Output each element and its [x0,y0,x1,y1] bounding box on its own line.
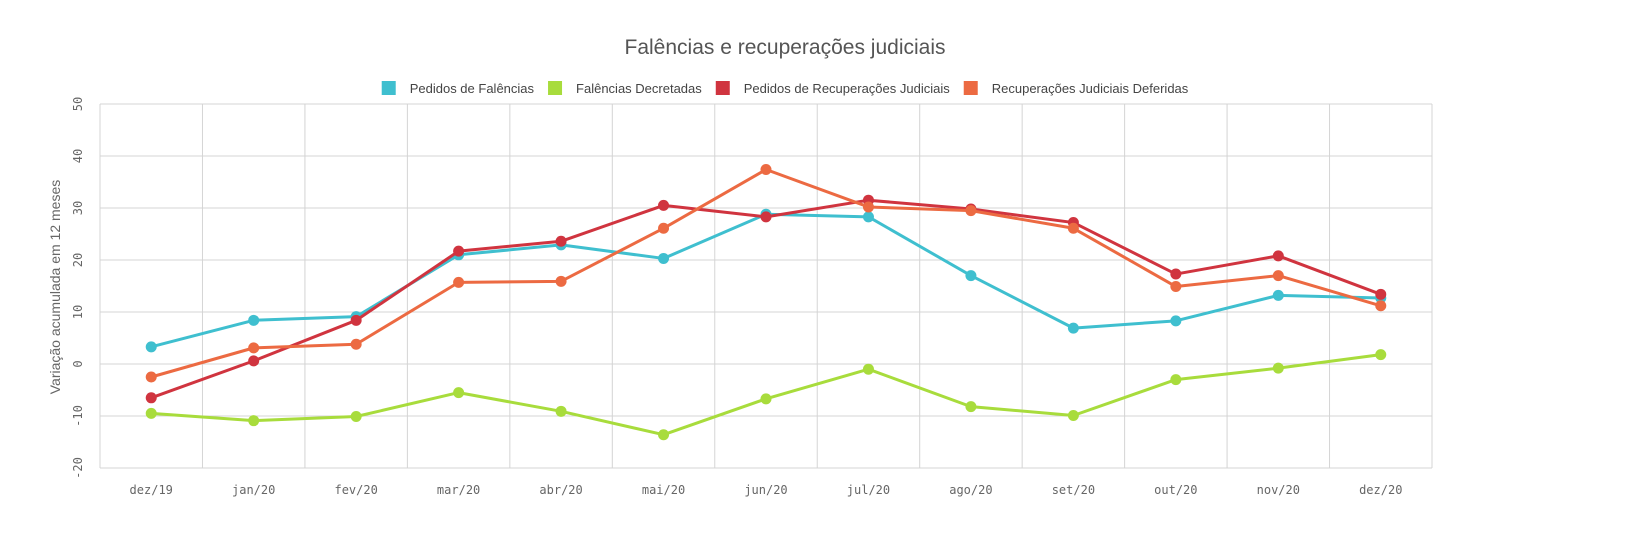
data-point[interactable] [965,270,977,282]
y-tick-label: 50 [71,97,85,111]
y-tick-label: -10 [71,405,85,427]
data-point[interactable] [555,275,567,287]
data-point[interactable] [1067,222,1079,234]
series-line [149,198,1383,400]
data-point[interactable] [1375,349,1387,361]
legend-label: Pedidos de Recuperações Judiciais [744,81,950,96]
data-point[interactable] [1272,250,1284,262]
data-point[interactable] [658,222,670,234]
data-point[interactable] [1170,281,1182,293]
data-point[interactable] [555,235,567,247]
data-point[interactable] [350,411,362,423]
data-point[interactable] [1067,409,1079,421]
x-tick-label: jan/20 [232,483,275,497]
chart-title: Falências e recuperações judiciais [625,36,946,59]
data-point[interactable] [248,415,260,427]
y-tick-label: 40 [71,149,85,163]
data-point[interactable] [862,363,874,375]
x-tick-label: abr/20 [539,483,582,497]
data-point[interactable] [145,371,157,383]
data-point[interactable] [1375,288,1387,300]
x-tick-label: nov/20 [1257,483,1300,497]
x-tick-label: out/20 [1154,483,1197,497]
x-tick-label: dez/19 [130,483,173,497]
legend-item[interactable]: Recuperações Judiciais Deferidas [963,81,1189,96]
data-point[interactable] [1067,322,1079,334]
y-axis-title: Variação acumulada em 12 meses [47,180,63,395]
legend-item[interactable]: Pedidos de Recuperações Judiciais [715,81,950,96]
legend-item[interactable]: Pedidos de Falências [381,81,535,96]
data-point[interactable] [862,201,874,213]
data-point[interactable] [453,245,465,257]
y-tick-label: 30 [71,201,85,215]
data-point[interactable] [145,392,157,404]
legend-swatch [381,81,396,95]
legend-label: Falências Decretadas [576,81,702,96]
x-tick-label: set/20 [1052,483,1095,497]
x-tick-label: dez/20 [1359,483,1402,497]
series-line [149,168,1383,379]
data-point[interactable] [248,314,260,326]
data-point[interactable] [555,405,567,417]
legend-label: Recuperações Judiciais Deferidas [992,81,1189,96]
x-tick-label: mai/20 [642,483,685,497]
legend: Pedidos de Falências Falências Decretadas… [381,81,1189,96]
y-tick-label: 20 [71,253,85,267]
data-point[interactable] [248,355,260,367]
data-point[interactable] [1272,270,1284,282]
legend-label: Pedidos de Falências [410,81,535,96]
legend-item[interactable]: Falências Decretadas [548,81,702,96]
x-tick-label: fev/20 [334,483,377,497]
series [145,194,1387,404]
data-point[interactable] [862,211,874,223]
x-tick-label: mar/20 [437,483,480,497]
data-point[interactable] [760,164,772,176]
y-tick-label: -20 [71,457,85,479]
legend-swatch [963,81,978,95]
grid [99,103,1433,469]
data-point[interactable] [145,407,157,419]
data-point[interactable] [760,211,772,223]
legend-swatch [715,81,730,95]
legend-swatch [548,81,563,95]
data-point[interactable] [658,429,670,441]
data-point[interactable] [760,393,772,405]
x-axis-ticks: dez/19 jan/20 fev/20 mar/20 abr/20 mai/20 jun/… [130,483,1403,497]
data-point[interactable] [1170,268,1182,280]
data-point[interactable] [1170,315,1182,327]
y-tick-label: 10 [71,305,85,319]
data-point[interactable] [965,205,977,217]
x-tick-label: jun/20 [744,483,787,497]
data-point[interactable] [145,341,157,353]
y-tick-label: 0 [71,360,85,367]
data-point[interactable] [350,314,362,326]
x-tick-label: ago/20 [949,483,992,497]
data-point[interactable] [248,342,260,354]
data-point[interactable] [1375,300,1387,312]
series [145,164,1387,383]
x-tick-label: jul/20 [847,483,890,497]
data-point[interactable] [453,387,465,399]
data-point[interactable] [350,338,362,350]
series-layer [145,164,1387,441]
data-point[interactable] [1272,289,1284,301]
data-point[interactable] [658,199,670,211]
data-point[interactable] [658,252,670,264]
y-axis-ticks: -20 -10 0 10 20 30 40 50 [71,97,85,479]
data-point[interactable] [965,401,977,413]
data-point[interactable] [1170,374,1182,386]
series [145,349,1387,441]
data-point[interactable] [1272,362,1284,374]
data-point[interactable] [453,276,465,288]
